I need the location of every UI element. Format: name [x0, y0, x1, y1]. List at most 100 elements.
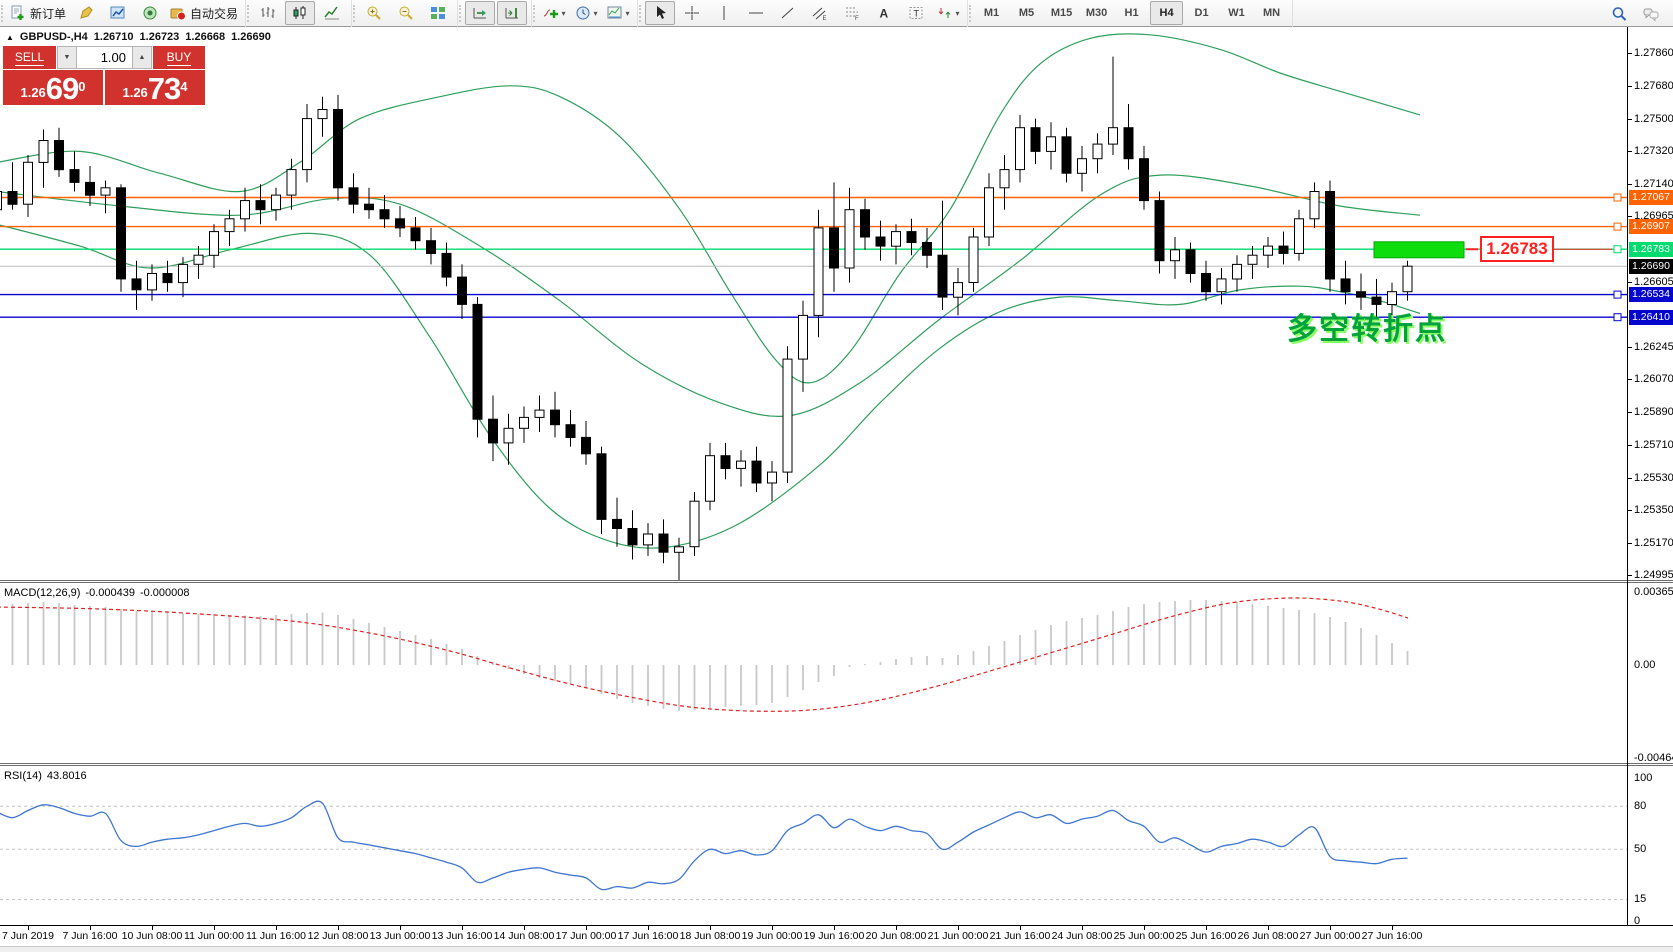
collapse-panel-icon[interactable]: ▲	[6, 32, 14, 42]
bar-chart-button[interactable]	[253, 1, 283, 25]
chat-button[interactable]	[1636, 2, 1666, 26]
zoom-out-button[interactable]	[391, 1, 421, 25]
sell-quote[interactable]: 1.26 69 0	[3, 70, 103, 105]
channel-button[interactable]: E	[805, 1, 835, 25]
tf-m30-button[interactable]: M30	[1080, 1, 1113, 25]
buy-quote[interactable]: 1.26 73 4	[105, 70, 205, 105]
price-tick	[1627, 282, 1632, 283]
search-button[interactable]	[1604, 2, 1634, 26]
volume-down-button[interactable]: ▼	[57, 46, 77, 69]
new-order-button[interactable]: 新订单	[7, 1, 69, 25]
signals-button[interactable]	[135, 1, 165, 25]
buy-button[interactable]: BUY	[153, 46, 205, 69]
rsi-axis-label: 100	[1634, 772, 1653, 784]
time-axis-label: 21 Jun 00:00	[927, 930, 989, 942]
symbol-name: GBPUSD-,H4	[19, 31, 88, 43]
toolbar-group: E F A T ▾	[638, 0, 969, 27]
price-axis-line	[1627, 27, 1628, 946]
zoom-in-button[interactable]	[359, 1, 389, 25]
tf-m1-button[interactable]: M1	[975, 1, 1008, 25]
line-endpoint-marker[interactable]	[1613, 245, 1622, 254]
volume-input[interactable]: 1.00	[77, 46, 132, 69]
price-tick	[1627, 53, 1632, 54]
tf-d1-button[interactable]: D1	[1185, 1, 1218, 25]
time-tick	[1268, 926, 1269, 930]
tf-m15-button-label: M15	[1050, 7, 1073, 19]
new-order-button-label: 新订单	[30, 6, 67, 21]
price-badge: 1.26410	[1629, 310, 1673, 325]
time-axis-label: 7 Jun 16:00	[62, 930, 118, 942]
tf-h1-button[interactable]: H1	[1115, 1, 1148, 25]
macd-pane[interactable]	[0, 583, 1627, 764]
time-tick	[1020, 926, 1021, 930]
metaeditor-button[interactable]	[71, 1, 101, 25]
line-chart-button[interactable]	[317, 1, 347, 25]
line-endpoint-marker[interactable]	[1613, 290, 1622, 299]
tf-mn-button[interactable]: MN	[1255, 1, 1288, 25]
trendline-button[interactable]	[773, 1, 803, 25]
candlestick-button[interactable]	[285, 1, 316, 25]
line-chart-icon	[324, 6, 340, 20]
price-tick	[1627, 119, 1632, 120]
horizontal-line-button[interactable]	[741, 1, 771, 25]
highlight-rectangle-object[interactable]	[1373, 241, 1465, 259]
auto-scroll-button[interactable]	[465, 1, 496, 25]
market-watch-button[interactable]	[103, 1, 133, 25]
tf-h4-button-label: H4	[1159, 7, 1174, 19]
time-axis[interactable]: 7 Jun 2019 7 Jun 16:00 10 Jun 08:00 11 Jun …	[0, 925, 1673, 947]
svg-text:T: T	[914, 9, 920, 19]
volume-up-button[interactable]: ▲	[132, 46, 152, 69]
tf-m15-button[interactable]: M15	[1045, 1, 1078, 25]
metaeditor-icon	[80, 6, 93, 19]
time-axis-label: 25 Jun 00:00	[1113, 930, 1175, 942]
indicators-icon	[543, 9, 558, 18]
cursor-button[interactable]	[645, 1, 676, 25]
line-endpoint-marker[interactable]	[1613, 313, 1622, 322]
rsi-indicator-label: RSI(14) 43.8016	[4, 770, 87, 782]
price-tick-label: 1.27860	[1634, 47, 1673, 59]
zoom-in-icon	[367, 6, 381, 20]
time-axis-label: 19 Jun 16:00	[803, 930, 865, 942]
time-axis-label: 26 Jun 08:00	[1237, 930, 1299, 942]
svg-text:E: E	[823, 16, 827, 21]
time-tick	[276, 926, 277, 930]
price-badge: 1.26907	[1629, 219, 1673, 234]
time-tick	[1392, 926, 1393, 930]
tile-windows-button[interactable]	[423, 1, 453, 25]
line-endpoint-marker[interactable]	[1613, 222, 1622, 231]
tf-h4-button[interactable]: H4	[1150, 1, 1184, 25]
sell-button[interactable]: SELL	[3, 46, 56, 69]
price-tick	[1627, 510, 1632, 511]
templates-button[interactable]: ▾	[603, 1, 633, 25]
vertical-line-button[interactable]	[709, 1, 739, 25]
tf-w1-button[interactable]: W1	[1220, 1, 1253, 25]
line-endpoint-marker[interactable]	[1613, 193, 1622, 202]
tf-m1-button-label: M1	[983, 7, 1000, 19]
time-tick	[214, 926, 215, 930]
label-button[interactable]: T	[901, 1, 931, 25]
pane-separator[interactable]	[0, 763, 1673, 764]
fibonacci-button[interactable]: F	[837, 1, 867, 25]
crosshair-button[interactable]	[677, 1, 707, 25]
auto-trading-button[interactable]: 自动交易	[167, 1, 241, 25]
time-axis-label: 24 Jun 08:00	[1051, 930, 1113, 942]
indicators-button[interactable]: ▾	[539, 1, 569, 25]
rsi-pane[interactable]	[0, 766, 1627, 925]
toolbar-group	[458, 0, 533, 27]
one-click-trade-panel: SELL ▼ 1.00 ▲ BUY 1.26 69 0 1.26 73 4	[3, 46, 205, 105]
auto-trading-icon	[170, 8, 187, 21]
ohlc-low: 1.26668	[185, 31, 226, 43]
text-button[interactable]: A	[869, 1, 899, 25]
chart-shift-button[interactable]	[497, 1, 528, 25]
price-tag-label[interactable]: 1.26783	[1480, 236, 1554, 262]
price-tick	[1627, 151, 1632, 152]
periods-button[interactable]: ▾	[571, 1, 601, 25]
time-tick	[586, 926, 587, 930]
arrows-button[interactable]: ▾	[933, 1, 963, 25]
price-tick-label: 1.26245	[1634, 341, 1673, 353]
price-tick-label: 1.25890	[1634, 406, 1673, 418]
main-chart[interactable]	[0, 27, 1627, 580]
price-tick-label: 1.25530	[1634, 472, 1673, 484]
pane-separator[interactable]	[0, 580, 1673, 581]
tf-m5-button[interactable]: M5	[1010, 1, 1043, 25]
